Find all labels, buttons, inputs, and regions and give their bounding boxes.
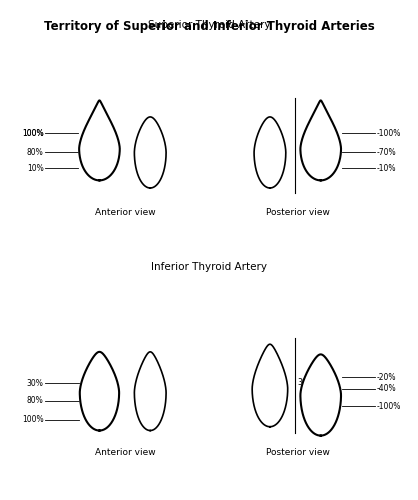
Text: Anterior view: Anterior view <box>94 208 155 216</box>
Text: 80%: 80% <box>27 148 43 157</box>
Polygon shape <box>254 117 286 188</box>
Polygon shape <box>86 420 113 430</box>
Polygon shape <box>301 377 340 388</box>
Text: 30%: 30% <box>298 378 315 386</box>
Text: -10%: -10% <box>377 164 396 173</box>
Polygon shape <box>252 344 288 426</box>
Polygon shape <box>80 352 119 430</box>
Text: 10%: 10% <box>27 164 43 173</box>
Text: 80%: 80% <box>27 396 43 405</box>
Text: -20%: -20% <box>377 372 396 382</box>
Text: 100%: 100% <box>22 415 43 424</box>
Polygon shape <box>134 117 166 188</box>
Polygon shape <box>79 133 120 152</box>
Text: 100%: 100% <box>22 128 43 138</box>
Text: Superior Thyroid Artery: Superior Thyroid Artery <box>148 20 270 30</box>
Polygon shape <box>301 354 341 436</box>
Polygon shape <box>301 406 340 436</box>
Polygon shape <box>301 133 341 152</box>
Text: -70%: -70% <box>377 148 396 157</box>
Polygon shape <box>80 400 119 419</box>
Polygon shape <box>80 384 119 400</box>
Text: Anterior view: Anterior view <box>94 448 155 456</box>
Text: -100%: -100% <box>377 128 401 138</box>
Text: Territory of Superior and Inferior Thyroid Arteries: Territory of Superior and Inferior Thyro… <box>43 20 375 33</box>
Polygon shape <box>83 100 116 133</box>
Polygon shape <box>79 152 120 168</box>
Polygon shape <box>79 100 120 180</box>
Text: Posterior view: Posterior view <box>266 208 330 216</box>
Text: 100%: 100% <box>22 128 43 138</box>
Text: 30%: 30% <box>27 379 43 388</box>
Text: Inferior Thyroid Artery: Inferior Thyroid Artery <box>151 262 267 272</box>
Text: -100%: -100% <box>377 402 401 411</box>
Text: Posterior view: Posterior view <box>266 448 330 456</box>
Polygon shape <box>301 100 341 180</box>
Polygon shape <box>304 100 337 133</box>
Text: -40%: -40% <box>377 384 396 393</box>
Polygon shape <box>301 388 341 406</box>
Polygon shape <box>134 352 166 430</box>
Polygon shape <box>301 152 341 168</box>
